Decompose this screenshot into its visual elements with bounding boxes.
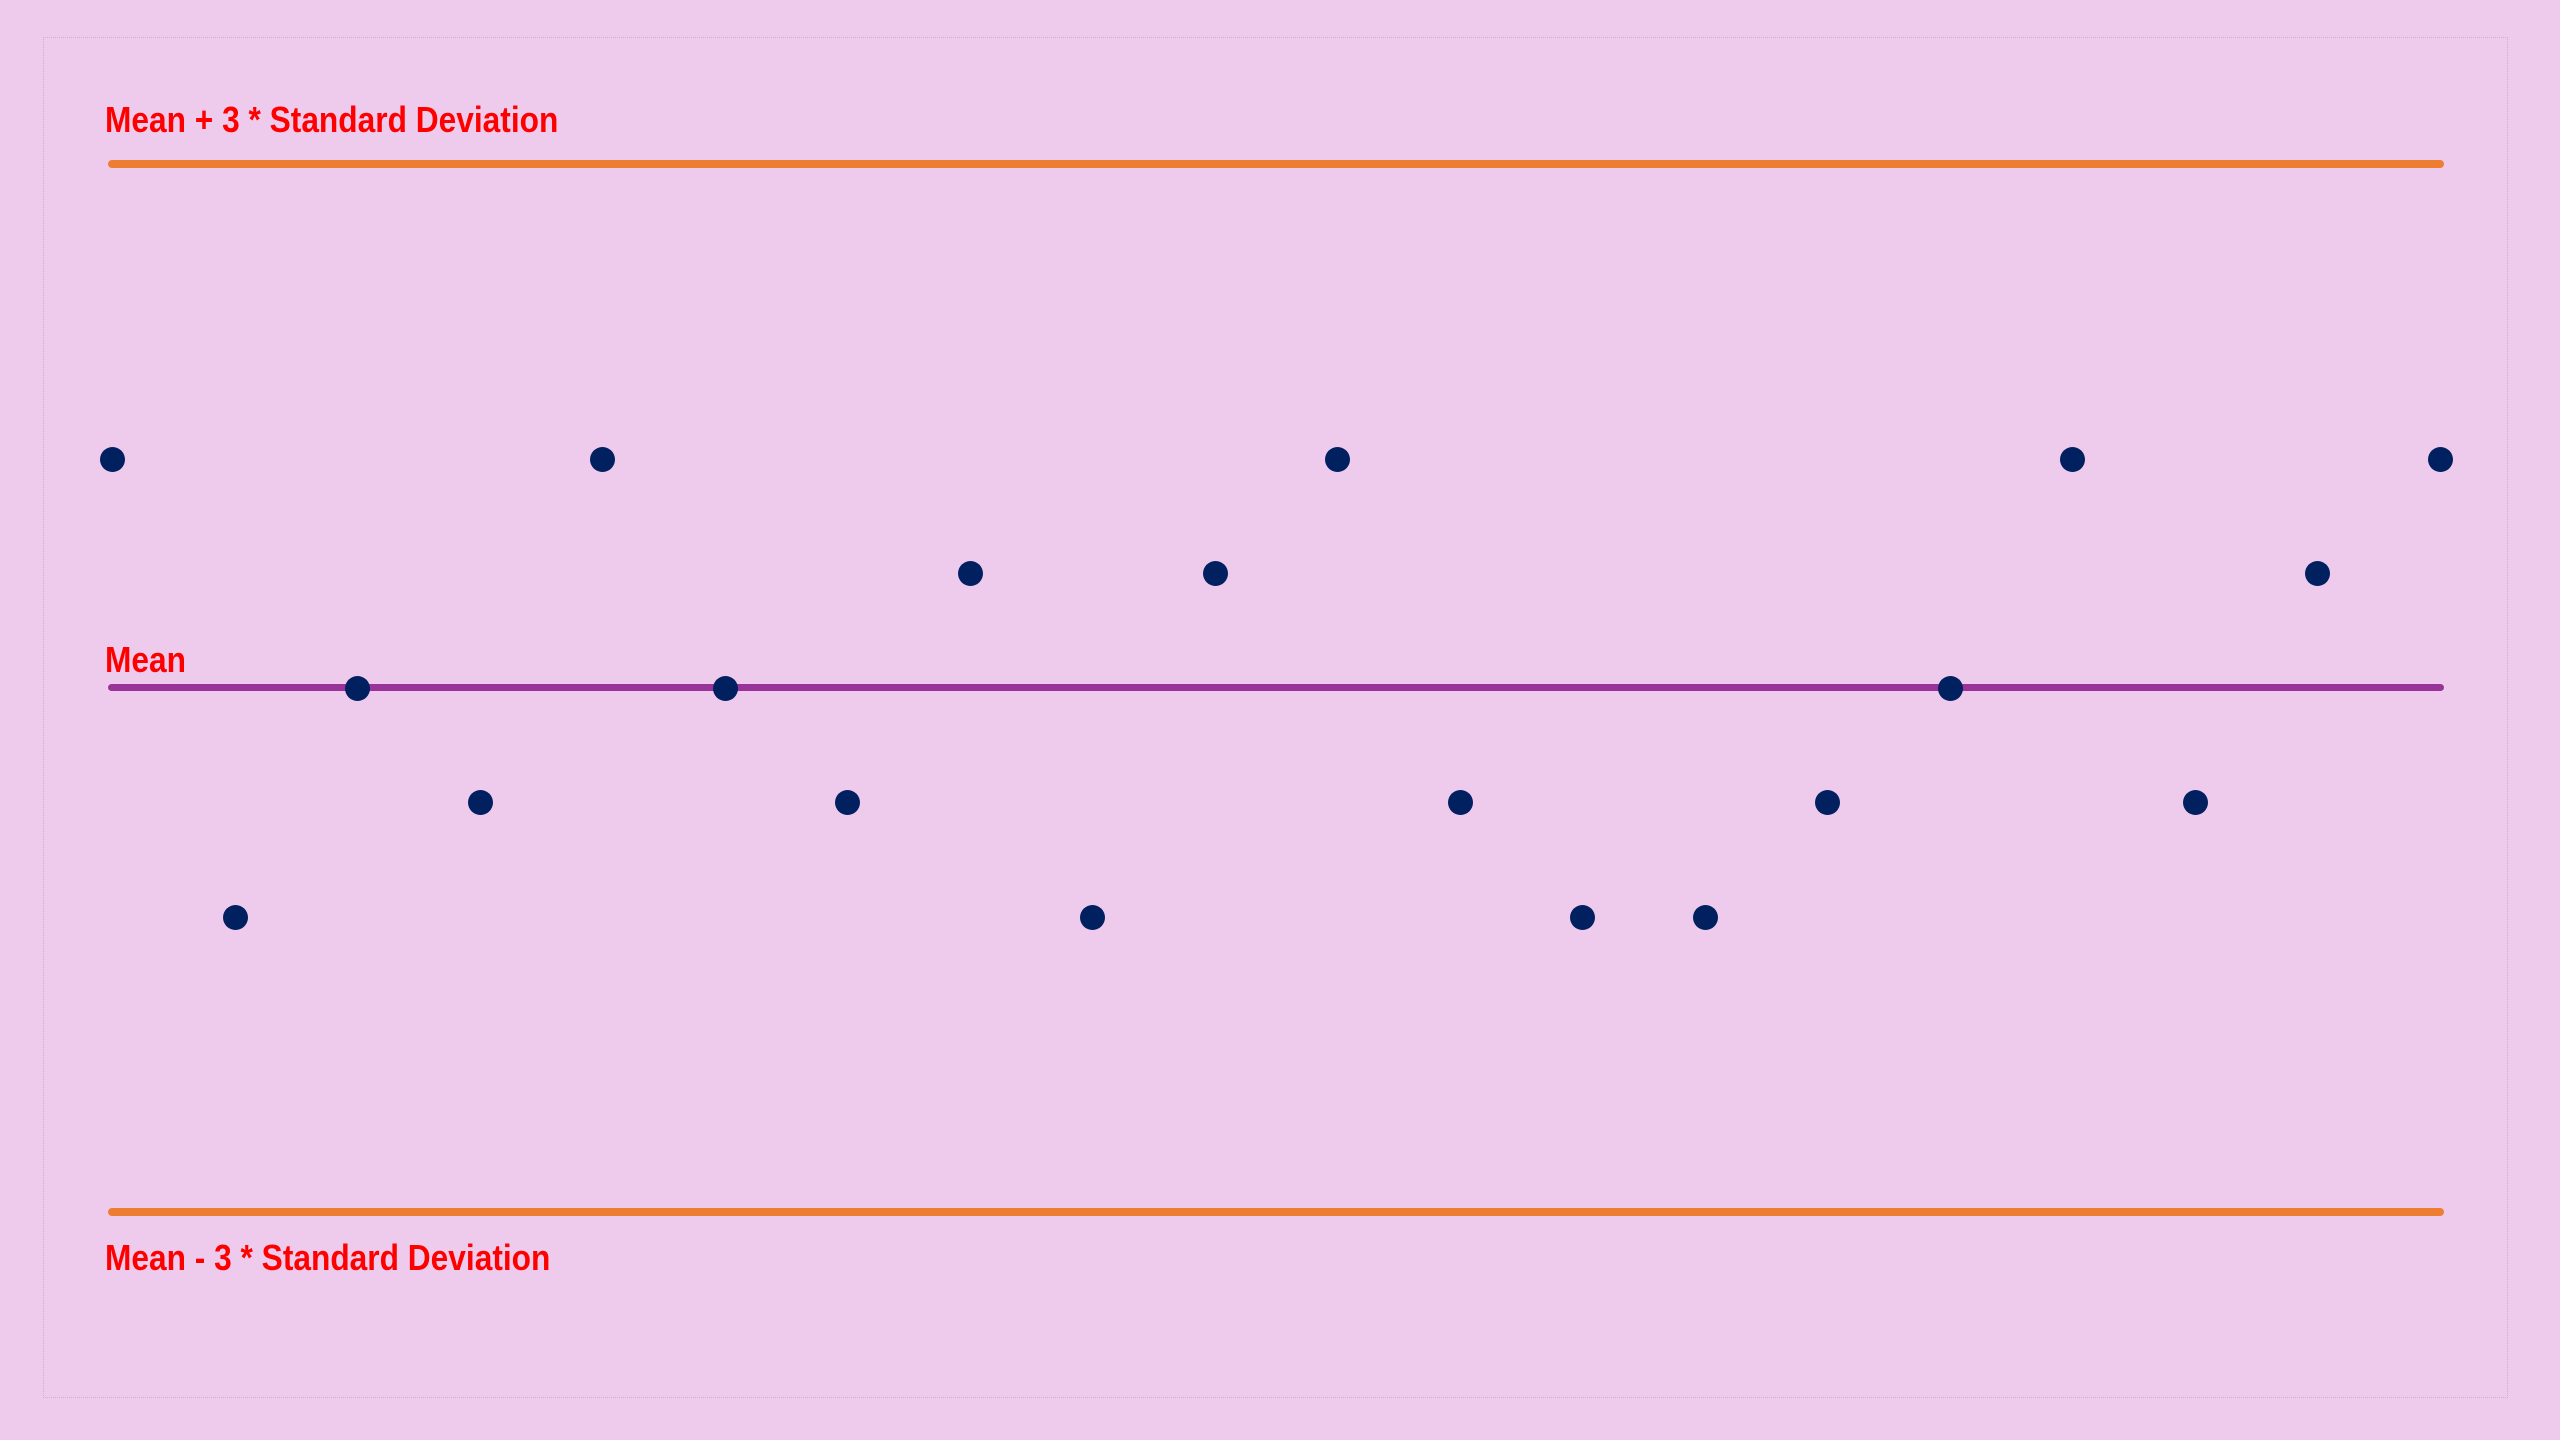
data-point <box>1202 561 1228 586</box>
data-point <box>835 790 860 815</box>
data-point <box>590 446 615 472</box>
data-point <box>2427 446 2453 472</box>
data-point <box>467 790 493 815</box>
slide-frame <box>43 37 2508 1398</box>
lcl-label: Mean - 3 * Standard Deviation <box>105 1237 551 1278</box>
data-point <box>100 446 125 472</box>
data-point <box>1447 790 1473 815</box>
data-point <box>2305 561 2330 586</box>
ucl-line <box>108 160 2444 168</box>
ucl-label: Mean + 3 * Standard Deviation <box>105 99 559 140</box>
data-point <box>2182 790 2208 815</box>
data-point <box>1692 904 1718 930</box>
data-point <box>345 675 370 701</box>
data-point <box>712 675 738 701</box>
lcl-line <box>108 1208 2444 1216</box>
data-point <box>1815 790 1840 815</box>
data-point <box>1325 446 1350 472</box>
data-point <box>957 561 983 586</box>
mean-line <box>108 684 2444 691</box>
data-point <box>1570 904 1595 930</box>
data-point <box>2060 446 2085 472</box>
data-point <box>222 904 248 930</box>
data-point <box>1080 904 1105 930</box>
mean-label: Mean <box>105 639 186 680</box>
data-point <box>1937 675 1963 701</box>
